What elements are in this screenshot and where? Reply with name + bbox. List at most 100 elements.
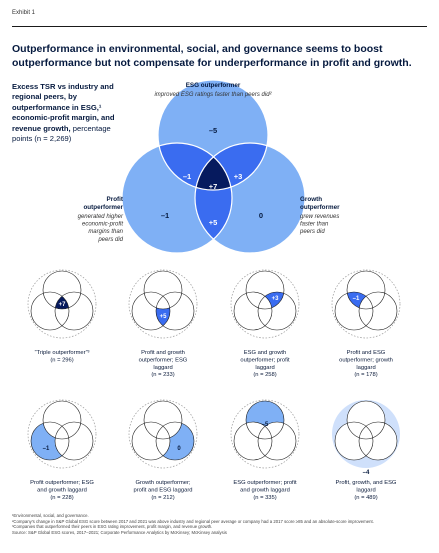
panel-circle-outline [358, 421, 398, 461]
value-profit-only: –1 [161, 211, 169, 220]
panel-caption: and growth laggard [240, 487, 290, 493]
panel-caption: outperformer; profit [240, 357, 290, 363]
panel-value: +3 [272, 296, 280, 302]
footnotes: ¹Environmental, social, and governance. … [12, 513, 432, 535]
panel-caption: Profit, growth, and ESG [336, 480, 397, 486]
panel-circle-outline [155, 291, 195, 331]
panel-value: –1 [43, 446, 50, 452]
subtitle-units: percentage points (n = 2,269) [12, 123, 111, 144]
value-growth-only: 0 [259, 211, 263, 220]
panel-n: (n = 228) [50, 495, 73, 501]
panel-value: +5 [160, 314, 168, 320]
panel-caption: Profit and growth [141, 350, 185, 356]
panel-circle-outline [257, 421, 297, 461]
panel-circle-outline [233, 291, 273, 331]
circle-outline [194, 142, 306, 254]
panel-dashed-ring [128, 269, 198, 339]
panel-value: –5 [262, 422, 269, 428]
panel-growth-only: 0 Growth outperformer;profit and ESG lagg… [103, 380, 223, 501]
circle-outline [157, 79, 269, 191]
panel-value: –4 [363, 470, 370, 476]
panel-n: (n = 212) [151, 495, 174, 501]
panel-caption: outperformer; growth [339, 357, 393, 363]
main-venn: –5 –1 0 –1 +3 +5 +7 [121, 79, 306, 254]
panel-circle-outline [257, 291, 297, 331]
panel-circle-fill [359, 422, 397, 460]
panel-caption: Growth outperformer; [135, 480, 190, 486]
set-label-profit: Profit [107, 196, 124, 203]
panel-caption: laggard [153, 365, 172, 371]
highlighted-region [55, 292, 69, 330]
panel-all: +7 “Triple outperformer”³(n = 296) [27, 269, 97, 363]
panel-circle-outline [54, 421, 94, 461]
panel-circle-outline [30, 421, 70, 461]
set-desc-esg: improved ESG ratings faster than peers d… [154, 92, 272, 98]
panel-circle-outline [346, 270, 386, 310]
panel-circle-outline [358, 291, 398, 331]
set-label-esg: ESG outperformer [186, 82, 241, 89]
panel-circle-outline [131, 291, 171, 331]
set-desc-growth: faster than [300, 222, 329, 228]
panel-n: (n = 489) [354, 495, 377, 501]
panel-circle-outline [245, 400, 285, 440]
circle-outline [121, 142, 233, 254]
top-rule [12, 26, 427, 27]
panel-caption: ESG outperformer; profit [233, 480, 297, 486]
panel-circle-outline [233, 421, 273, 461]
footnote-2: ²Company's change in S&P Global ESG scor… [12, 518, 374, 524]
panel-circle-outline [42, 400, 82, 440]
value-esg-growth: +3 [234, 172, 243, 181]
panel-n: (n = 335) [253, 495, 276, 501]
set-desc-growth: peers did [299, 229, 325, 235]
value-esg-only: –5 [209, 126, 217, 135]
panel-value: +7 [59, 302, 67, 308]
chart-subtitle: Excess TSR vs industry and regional peer… [12, 82, 124, 144]
set-desc-growth: grew revenues [300, 214, 339, 220]
panel-circle-outline [143, 270, 183, 310]
panel-circle-outline [334, 291, 374, 331]
panel-circle-outline [334, 421, 374, 461]
panel-caption: ESG and growth [244, 350, 287, 356]
highlighted-region [103, 380, 223, 490]
value-profit-growth: +5 [209, 218, 218, 227]
set-desc-profit: generated higher [78, 214, 124, 220]
panel-caption: and growth laggard [37, 487, 87, 493]
panel-circle-outline [155, 421, 195, 461]
panel-circle-outline [42, 270, 82, 310]
panel-dashed-ring [230, 269, 300, 339]
set-desc-profit: margins than [88, 229, 123, 235]
value-esg-profit: –1 [183, 172, 191, 181]
set-label-growth: Growth [300, 196, 322, 203]
panel-caption: laggard [255, 365, 274, 371]
panel-n: (n = 296) [50, 357, 73, 363]
set-desc-profit: peers did [97, 237, 123, 243]
panel-circle-outline [131, 421, 171, 461]
exhibit-label: Exhibit 1 [12, 10, 36, 16]
chart-title: Outperformance in environmental, social,… [12, 43, 412, 69]
highlighted-region [205, 380, 325, 490]
panel-circle-outline [245, 270, 285, 310]
highlighted-region [258, 292, 296, 330]
panel-n: (n = 178) [354, 372, 377, 378]
panel-circle-outline [346, 400, 386, 440]
panel-circle-outline [143, 400, 183, 440]
region-all [195, 143, 232, 190]
panel-caption: laggard [356, 365, 375, 371]
footnote-source: Source: S&P Global ESG scores, 2017–2021… [12, 529, 227, 535]
panel-dashed-ring [331, 269, 401, 339]
panel-circle-outline [54, 291, 94, 331]
panel-caption: outperformer; ESG [139, 357, 188, 363]
footnote-1: ¹Environmental, social, and governance. [12, 513, 89, 518]
highlighted-region [156, 292, 194, 330]
panel-caption: laggard [356, 487, 375, 493]
panel-caption: Profit outperformer; ESG [30, 480, 94, 486]
panel-circle-outline [30, 291, 70, 331]
set-label-profit: outperformer [83, 204, 123, 211]
panel-caption: Profit and ESG [347, 350, 386, 356]
panel-n: (n = 258) [253, 372, 276, 378]
